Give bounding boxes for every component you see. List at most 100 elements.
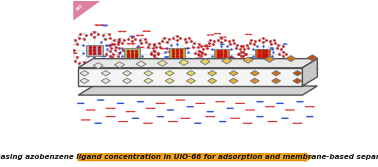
Ellipse shape: [123, 70, 127, 71]
Ellipse shape: [215, 101, 219, 102]
Ellipse shape: [156, 74, 161, 76]
Ellipse shape: [124, 72, 128, 73]
Ellipse shape: [284, 117, 289, 119]
Ellipse shape: [94, 122, 99, 124]
Ellipse shape: [146, 30, 151, 32]
Polygon shape: [158, 60, 167, 66]
Polygon shape: [208, 71, 217, 76]
Ellipse shape: [164, 56, 169, 58]
Polygon shape: [73, 1, 101, 21]
Ellipse shape: [93, 71, 97, 73]
Ellipse shape: [160, 48, 164, 49]
Polygon shape: [272, 78, 280, 84]
Ellipse shape: [227, 56, 231, 57]
Ellipse shape: [243, 68, 246, 69]
Ellipse shape: [80, 103, 85, 104]
Ellipse shape: [106, 45, 112, 47]
Ellipse shape: [163, 68, 167, 69]
Ellipse shape: [236, 74, 240, 76]
Ellipse shape: [234, 118, 237, 119]
Ellipse shape: [271, 106, 275, 107]
Ellipse shape: [124, 121, 128, 122]
Ellipse shape: [129, 70, 133, 71]
Ellipse shape: [268, 121, 271, 122]
Ellipse shape: [112, 108, 116, 109]
Ellipse shape: [118, 31, 122, 32]
Ellipse shape: [91, 109, 96, 111]
Ellipse shape: [265, 106, 269, 107]
Ellipse shape: [266, 63, 269, 64]
Ellipse shape: [159, 103, 162, 104]
Ellipse shape: [99, 71, 103, 73]
Ellipse shape: [136, 101, 141, 103]
Polygon shape: [229, 71, 238, 76]
Ellipse shape: [243, 123, 246, 124]
Polygon shape: [222, 58, 232, 64]
Ellipse shape: [249, 123, 253, 124]
Ellipse shape: [179, 100, 182, 101]
Ellipse shape: [97, 99, 101, 101]
Ellipse shape: [222, 121, 226, 122]
Polygon shape: [293, 78, 302, 84]
Polygon shape: [186, 78, 195, 84]
Ellipse shape: [170, 51, 175, 53]
Ellipse shape: [161, 103, 166, 104]
Ellipse shape: [287, 69, 291, 71]
Polygon shape: [307, 55, 318, 61]
Polygon shape: [265, 56, 274, 62]
Ellipse shape: [261, 49, 265, 50]
Ellipse shape: [53, 49, 58, 51]
Ellipse shape: [168, 121, 172, 122]
Ellipse shape: [126, 70, 130, 71]
Ellipse shape: [248, 34, 253, 35]
Ellipse shape: [113, 69, 118, 71]
Ellipse shape: [285, 109, 289, 111]
Ellipse shape: [219, 121, 223, 122]
Ellipse shape: [245, 34, 249, 35]
Polygon shape: [101, 78, 110, 84]
Ellipse shape: [112, 116, 116, 117]
Ellipse shape: [227, 64, 232, 66]
Ellipse shape: [139, 35, 144, 36]
Ellipse shape: [204, 70, 207, 71]
Ellipse shape: [221, 101, 225, 102]
Ellipse shape: [224, 64, 228, 66]
Ellipse shape: [230, 74, 234, 76]
Ellipse shape: [268, 106, 272, 107]
Ellipse shape: [229, 108, 234, 109]
Polygon shape: [229, 78, 238, 84]
Ellipse shape: [131, 43, 136, 45]
Ellipse shape: [181, 63, 186, 64]
Ellipse shape: [296, 101, 301, 103]
Ellipse shape: [149, 123, 153, 124]
Ellipse shape: [135, 117, 139, 119]
Ellipse shape: [101, 55, 107, 57]
Polygon shape: [80, 78, 89, 84]
Ellipse shape: [305, 106, 309, 107]
Ellipse shape: [219, 36, 223, 38]
Ellipse shape: [84, 119, 87, 121]
Ellipse shape: [79, 66, 84, 68]
Text: Increasing azobenzene ligand concentration in UiO-66 for adsorption and membrane: Increasing azobenzene ligand concentrati…: [0, 154, 378, 160]
Bar: [256, 49, 270, 58]
Ellipse shape: [109, 108, 112, 109]
Ellipse shape: [129, 111, 132, 112]
Polygon shape: [208, 78, 217, 84]
Ellipse shape: [154, 75, 157, 76]
Text: RSC: RSC: [75, 3, 84, 12]
Ellipse shape: [143, 30, 147, 32]
Ellipse shape: [281, 117, 285, 119]
Ellipse shape: [176, 60, 181, 62]
Ellipse shape: [118, 69, 122, 71]
Ellipse shape: [271, 121, 274, 122]
Polygon shape: [250, 78, 259, 84]
Ellipse shape: [220, 43, 225, 45]
Ellipse shape: [236, 118, 240, 119]
Polygon shape: [115, 62, 125, 68]
Ellipse shape: [180, 60, 184, 62]
Polygon shape: [293, 71, 302, 76]
Ellipse shape: [269, 73, 273, 74]
Ellipse shape: [146, 123, 150, 124]
Ellipse shape: [89, 75, 92, 76]
Ellipse shape: [175, 99, 180, 101]
